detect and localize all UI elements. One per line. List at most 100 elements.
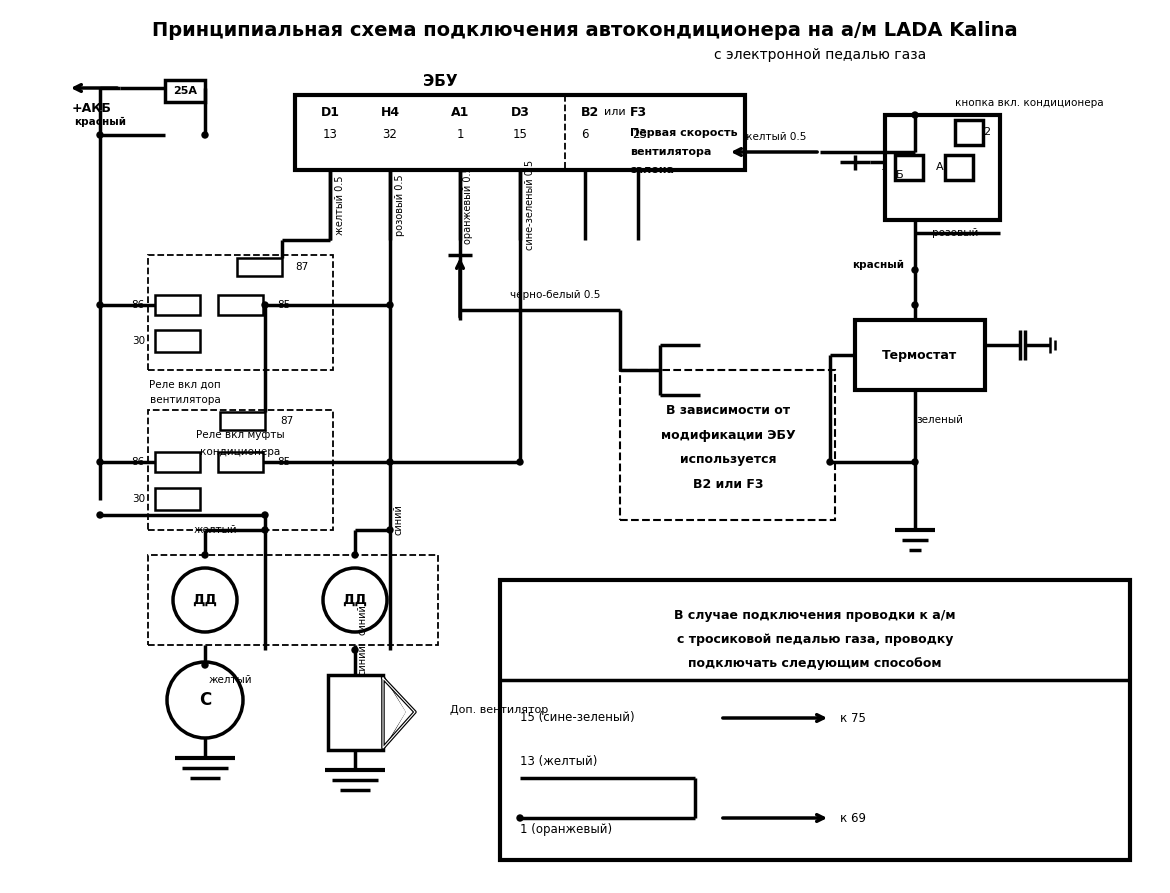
- Text: с электронной педалью газа: с электронной педалью газа: [714, 48, 927, 62]
- Text: 87: 87: [280, 416, 294, 426]
- Text: 6: 6: [581, 129, 589, 141]
- Text: зеленый: зеленый: [916, 415, 964, 425]
- Circle shape: [911, 302, 918, 308]
- Circle shape: [262, 302, 268, 308]
- Bar: [154, 452, 200, 472]
- Text: ДД: ДД: [343, 593, 367, 607]
- Circle shape: [387, 459, 393, 465]
- Bar: [147, 410, 333, 530]
- Text: B2: B2: [580, 105, 599, 119]
- Text: к 75: к 75: [840, 712, 866, 724]
- Text: B2 или F3: B2 или F3: [693, 479, 763, 491]
- Text: желтый 0.5: желтый 0.5: [335, 175, 345, 235]
- Circle shape: [387, 527, 393, 533]
- Bar: [945, 155, 973, 180]
- Text: 13 (желтый): 13 (желтый): [519, 755, 598, 769]
- Bar: [620, 370, 835, 520]
- Text: В случае подключения проводки к а/м: В случае подключения проводки к а/м: [674, 608, 956, 622]
- Text: Реле вкл доп: Реле вкл доп: [149, 380, 221, 390]
- Text: A1: A1: [450, 105, 469, 119]
- Text: розовый: розовый: [931, 228, 978, 238]
- Bar: [218, 452, 263, 472]
- Text: 87: 87: [295, 262, 308, 272]
- Text: D3: D3: [510, 105, 530, 119]
- Text: 25A: 25A: [173, 86, 197, 96]
- Bar: [955, 120, 983, 145]
- Text: 13: 13: [323, 129, 337, 141]
- Text: С: С: [199, 691, 211, 709]
- Text: 15: 15: [512, 129, 528, 141]
- Text: Термостат: Термостат: [882, 348, 957, 362]
- Text: используется: используется: [680, 454, 776, 466]
- Text: синий: синий: [357, 605, 367, 636]
- Circle shape: [97, 132, 103, 138]
- Text: 23: 23: [633, 129, 647, 141]
- Bar: [147, 255, 333, 370]
- Text: 86: 86: [132, 300, 145, 310]
- Text: модификации ЭБУ: модификации ЭБУ: [661, 429, 796, 441]
- Circle shape: [387, 302, 393, 308]
- Text: желтый: желтый: [208, 675, 252, 685]
- Text: Первая скорость: Первая скорость: [629, 128, 737, 138]
- Text: Доп. вентилятор: Доп. вентилятор: [450, 705, 549, 715]
- Text: 30: 30: [132, 336, 145, 346]
- Circle shape: [202, 552, 208, 558]
- Bar: [220, 412, 264, 430]
- Circle shape: [517, 459, 523, 465]
- Text: 1: 1: [881, 162, 888, 172]
- Text: А: А: [936, 162, 944, 172]
- Text: 85: 85: [277, 300, 290, 310]
- Text: сине-зеленый 0.5: сине-зеленый 0.5: [525, 160, 535, 250]
- Text: 85: 85: [277, 457, 290, 467]
- Bar: [855, 320, 985, 390]
- Circle shape: [911, 459, 918, 465]
- Text: подключать следующим способом: подключать следующим способом: [688, 656, 942, 670]
- Bar: [154, 295, 200, 315]
- Text: 2: 2: [983, 127, 990, 137]
- Bar: [154, 488, 200, 510]
- Text: к 69: к 69: [840, 812, 866, 824]
- Bar: [165, 80, 205, 102]
- Text: красный: красный: [74, 117, 126, 127]
- Circle shape: [202, 132, 208, 138]
- Text: вентилятора: вентилятора: [629, 147, 711, 157]
- Text: кондиционера: кондиционера: [200, 447, 280, 457]
- Bar: [500, 580, 1130, 860]
- Circle shape: [827, 459, 833, 465]
- Text: желтый: желтый: [193, 525, 236, 535]
- Text: желтый 0.5: желтый 0.5: [743, 132, 806, 142]
- Text: кнопка вкл. кондиционера: кнопка вкл. кондиционера: [955, 98, 1103, 108]
- Text: черно-белый 0.5: черно-белый 0.5: [510, 290, 600, 300]
- Text: 1: 1: [456, 129, 463, 141]
- Bar: [147, 555, 438, 645]
- Text: оранжевый 0.5: оранжевый 0.5: [463, 166, 473, 244]
- Text: F3: F3: [629, 105, 647, 119]
- Polygon shape: [383, 675, 405, 750]
- Circle shape: [97, 302, 103, 308]
- Bar: [895, 155, 923, 180]
- Polygon shape: [383, 677, 405, 748]
- Circle shape: [911, 149, 918, 155]
- Text: 32: 32: [383, 129, 398, 141]
- Circle shape: [911, 267, 918, 273]
- Text: 1 (оранжевый): 1 (оранжевый): [519, 823, 612, 837]
- Circle shape: [97, 512, 103, 518]
- Text: синий: синий: [393, 505, 402, 536]
- Text: розовый 0.5: розовый 0.5: [395, 174, 405, 236]
- Text: H4: H4: [380, 105, 400, 119]
- Circle shape: [262, 527, 268, 533]
- Text: вентилятора: вентилятора: [150, 395, 220, 405]
- Text: Б: Б: [896, 170, 903, 180]
- Bar: [238, 258, 282, 276]
- Bar: [295, 95, 745, 170]
- Text: с тросиковой педалью газа, проводку: с тросиковой педалью газа, проводку: [676, 633, 954, 647]
- Text: +АКБ: +АКБ: [73, 102, 112, 114]
- Text: ЭБУ: ЭБУ: [422, 74, 457, 89]
- Text: Реле вкл муфты: Реле вкл муфты: [195, 430, 284, 440]
- Text: В зависимости от: В зависимости от: [666, 404, 790, 416]
- Text: синий: синий: [357, 645, 367, 675]
- Text: 30: 30: [132, 494, 145, 504]
- Circle shape: [911, 112, 918, 118]
- Circle shape: [517, 815, 523, 821]
- Bar: [885, 115, 1000, 220]
